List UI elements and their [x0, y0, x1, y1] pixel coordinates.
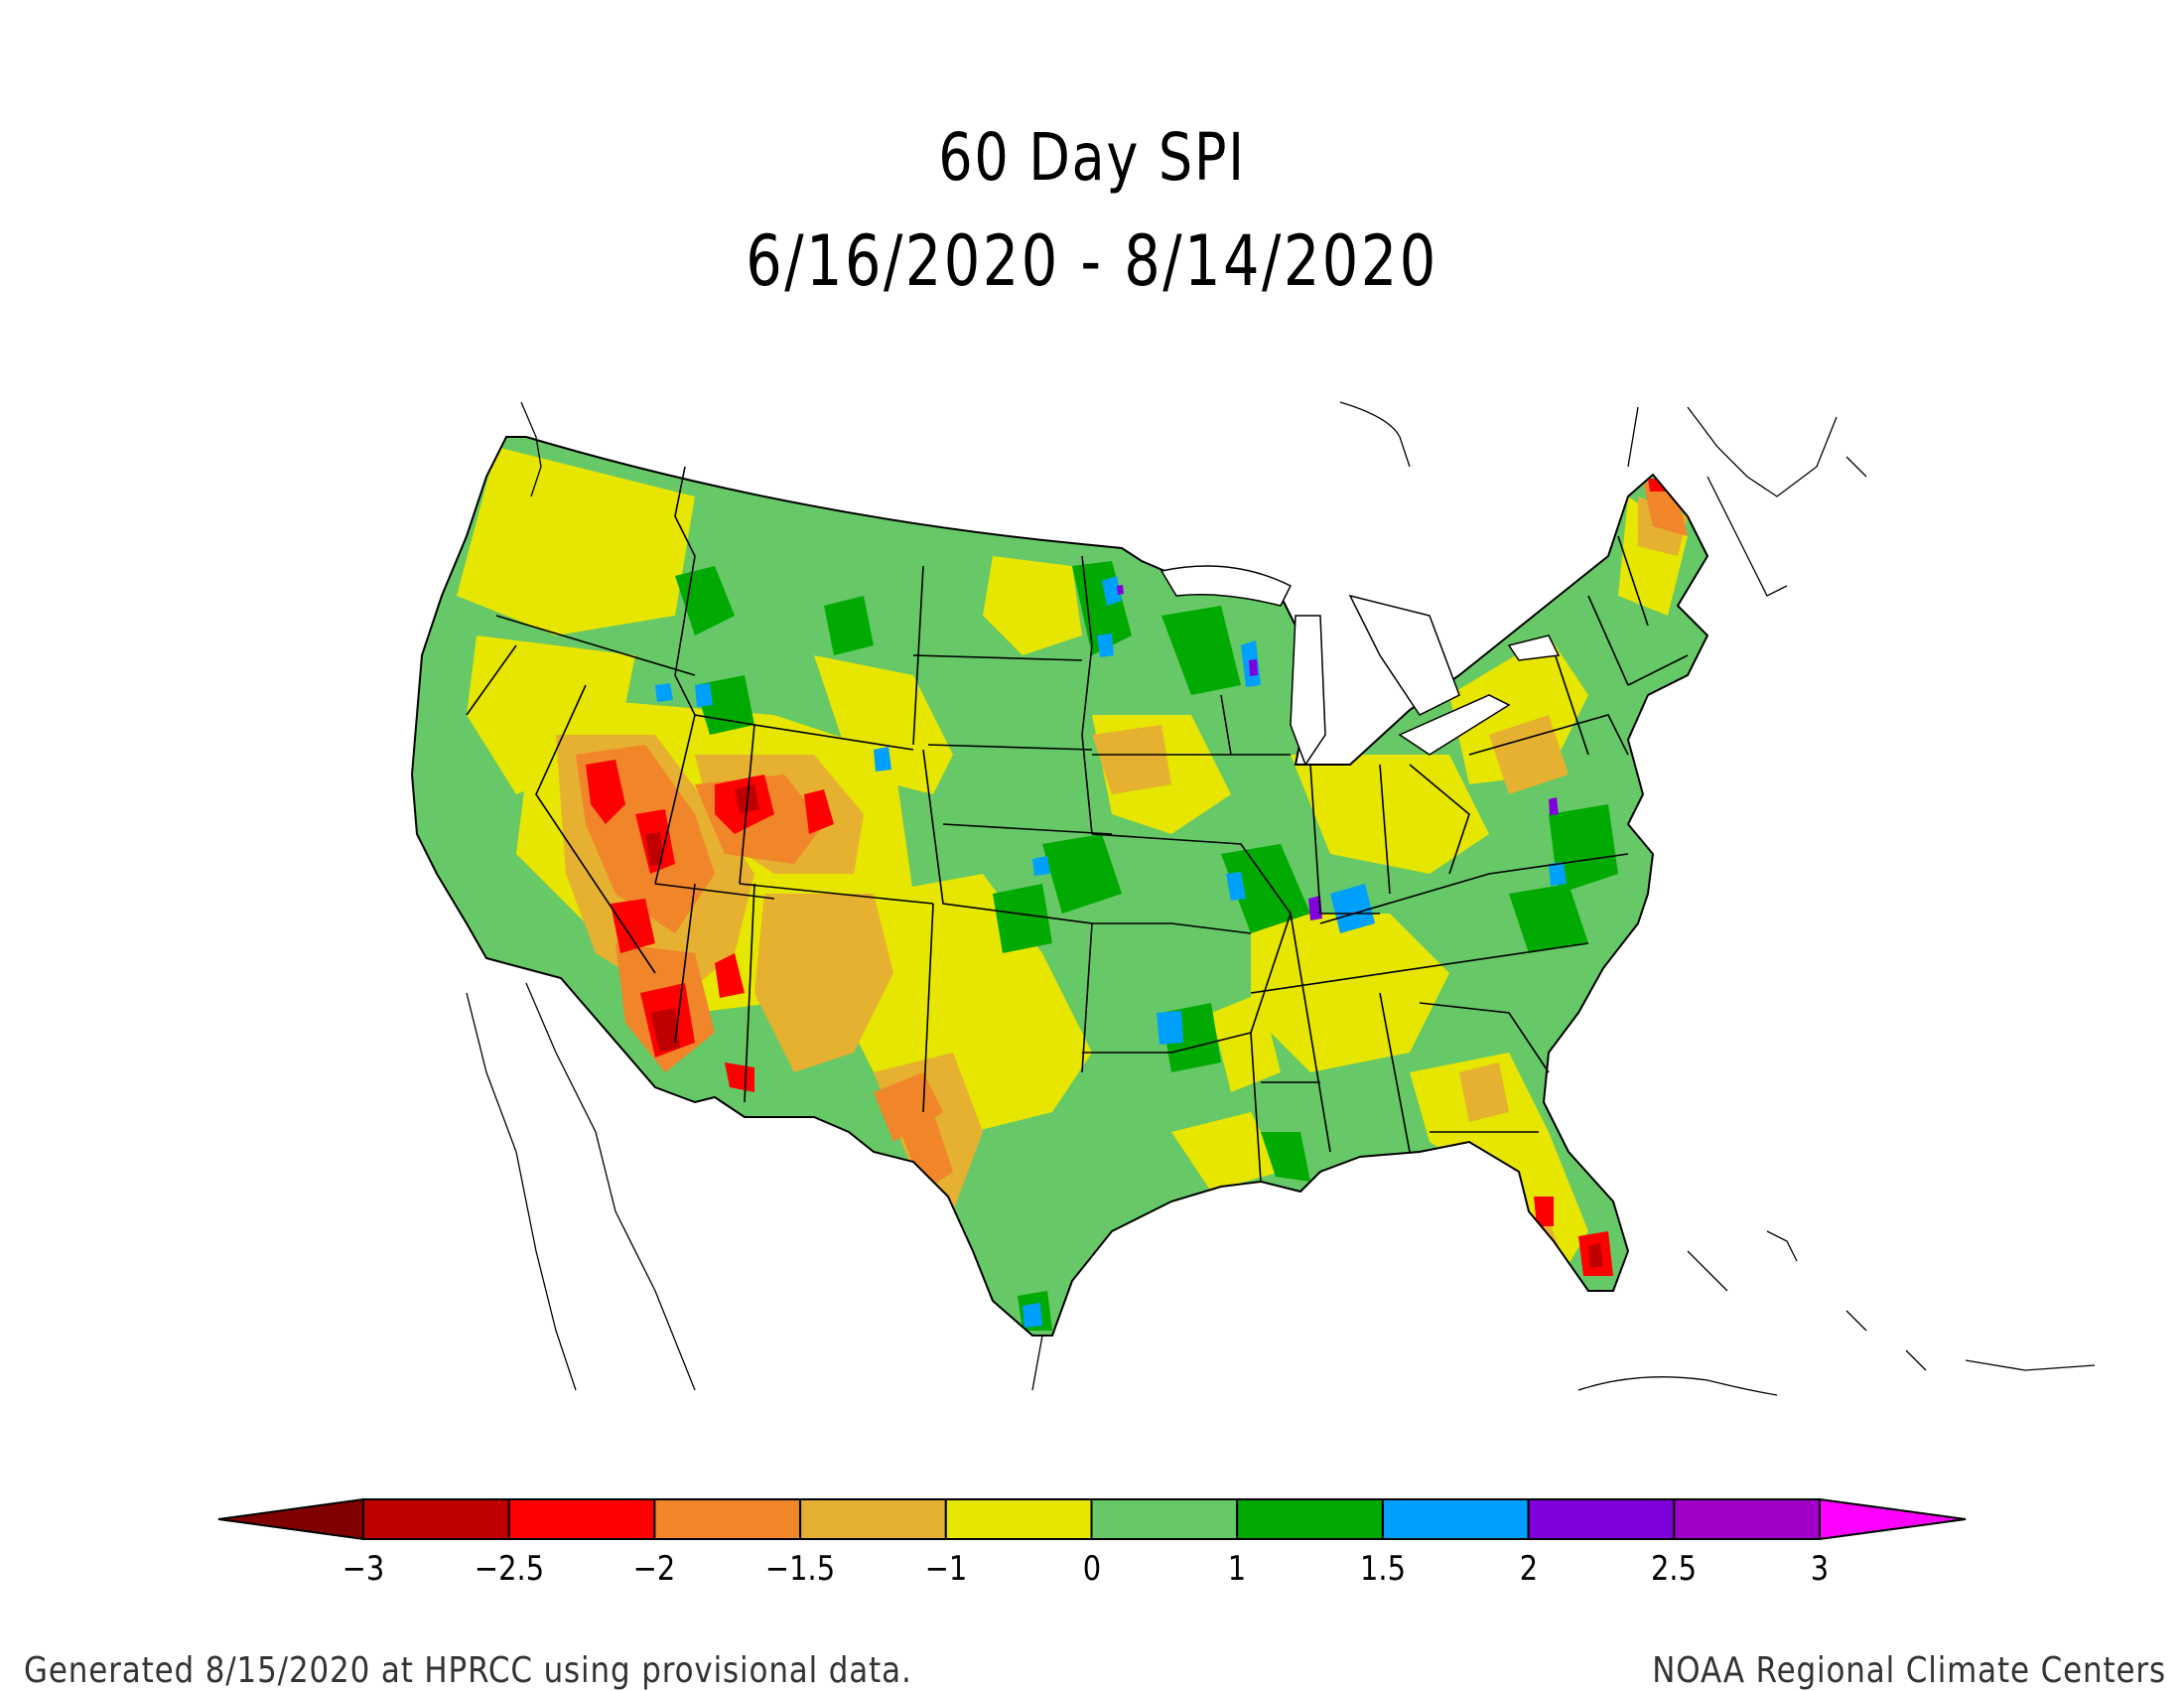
neighbor-coastlines [466, 401, 2096, 1396]
colorbar-under-arrow [217, 1497, 364, 1541]
colorbar-tick-label: 1 [1227, 1549, 1247, 1589]
colorbar-tick-label: −3 [341, 1549, 385, 1589]
colorbar-bin [1381, 1498, 1530, 1540]
colorbar-bin [944, 1498, 1093, 1540]
colorbar-bin [653, 1498, 802, 1540]
chart-date-range: 6/16/2020 - 8/14/2020 [746, 220, 1438, 302]
colorbar-bin [362, 1498, 510, 1540]
colorbar-tick-label: −2 [633, 1549, 676, 1589]
colorbar-tick-label: 0 [1082, 1549, 1101, 1589]
colorbar-bin [1673, 1498, 1822, 1540]
colorbar-over-arrow [1819, 1497, 1967, 1541]
state-boundaries [466, 466, 1689, 1183]
colorbar-bin [1527, 1498, 1676, 1540]
colorbar-tick-label: 2.5 [1651, 1549, 1698, 1589]
generated-note: Generated 8/15/2020 at HPRCC using provi… [24, 1650, 912, 1691]
colorbar-tick-label: 2 [1519, 1549, 1538, 1589]
chart-title: 60 Day SPI [938, 119, 1246, 196]
credit-note: NOAA Regional Climate Centers [1652, 1650, 2166, 1691]
spi-fill-layer [412, 437, 1707, 1336]
colorbar-bin [507, 1498, 656, 1540]
colorbar-bin [1236, 1498, 1384, 1540]
colorbar-bin [799, 1498, 947, 1540]
colorbar-tick-label: 3 [1810, 1549, 1830, 1589]
colorbar-tick-label: −1.5 [765, 1549, 836, 1589]
colorbar-bin [1090, 1498, 1239, 1540]
colorbar-tick-label: 1.5 [1359, 1549, 1406, 1589]
colorbar-tick-label: −2.5 [474, 1549, 544, 1589]
great-lakes [1160, 565, 1561, 767]
colorbar-tick-label: −1 [924, 1549, 968, 1589]
colorbar [217, 1497, 1967, 1541]
